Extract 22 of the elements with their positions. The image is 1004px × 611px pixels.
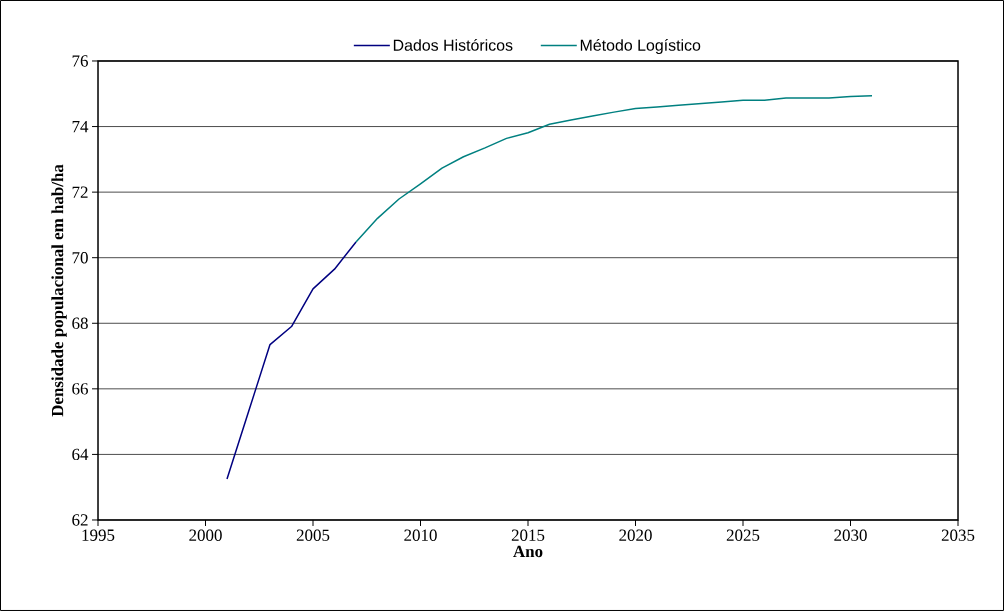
y-tick-label: 64 [72, 448, 89, 461]
y-tick-label: 70 [72, 251, 88, 264]
x-tick-label: 2020 [619, 529, 652, 541]
legend-label: Dados Históricos [393, 38, 513, 51]
x-tick-label: 2015 [511, 529, 545, 541]
x-tick-label: 2010 [404, 529, 437, 541]
x-tick-label: 2030 [834, 529, 867, 541]
y-tick-label: 68 [72, 317, 88, 329]
x-tick-label: 2000 [189, 529, 222, 541]
y-tick-label: 66 [72, 383, 88, 395]
x-tick-label: 1995 [82, 529, 115, 541]
x-tick-label: 2005 [296, 529, 330, 541]
y-tick-label: 72 [72, 186, 88, 198]
x-axis-title: Ano [513, 545, 543, 558]
x-tick-label: 2025 [726, 529, 760, 541]
x-tick-label: 2035 [941, 529, 975, 541]
y-tick-label: 62 [72, 514, 88, 526]
legend-label: Método Logístico [580, 38, 701, 55]
y-tick-label: 76 [72, 55, 88, 67]
y-axis-title: Densidade populacional em hab/ha [51, 164, 67, 417]
line-series [226, 241, 357, 480]
y-tick-label: 74 [72, 120, 89, 133]
